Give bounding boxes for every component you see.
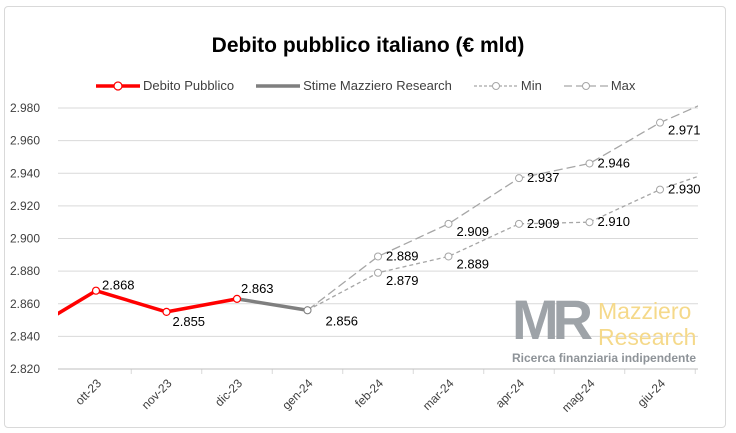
y-tick-label: 2.940 [10, 166, 40, 180]
data-label: 2.856 [326, 313, 359, 328]
legend-label: Max [610, 78, 636, 93]
legend-label: Stime Mazziero Research [303, 78, 452, 93]
y-tick-label: 2.860 [10, 297, 40, 311]
data-label: 2.910 [598, 214, 631, 229]
logo-name: Mazziero Research [598, 298, 696, 350]
legend-item-stime: Stime Mazziero Research [256, 78, 452, 93]
x-tick-label: nov-23 [139, 376, 175, 412]
data-label: 2.889 [386, 248, 419, 263]
y-tick-label: 2.960 [10, 134, 40, 148]
data-point [162, 307, 171, 317]
mazziero-research-logo: MR Mazziero Research Ricerca finanziaria … [512, 292, 712, 366]
data-label: 2.868 [102, 278, 135, 293]
data-label: 2.909 [527, 216, 560, 231]
y-tick-label: 2.840 [10, 329, 40, 343]
data-point [656, 118, 664, 127]
data-point [232, 294, 242, 303]
data-point [515, 219, 523, 228]
data-label: 2.946 [598, 155, 631, 170]
legend: Debito Pubblico Stime Mazziero Research … [96, 78, 635, 93]
data-label: 2.855 [173, 314, 206, 329]
y-tick-label: 2.820 [10, 362, 40, 376]
chart-title: Debito pubblico italiano (€ mld) [211, 34, 525, 57]
data-label: 2.909 [457, 224, 490, 239]
legend-label: Min [520, 78, 542, 93]
x-tick-label: mar-24 [420, 376, 457, 413]
data-point [303, 306, 312, 315]
data-point [91, 286, 101, 295]
y-tick-label: 2.880 [10, 264, 40, 278]
logo-name-line1: Mazziero [598, 298, 692, 324]
x-tick-label: dic-23 [212, 376, 245, 409]
legend-item-max: Max [563, 78, 636, 93]
data-point [656, 185, 664, 194]
legend-marker-max [563, 81, 608, 90]
data-label: 2.879 [386, 273, 419, 288]
data-point [374, 252, 382, 261]
data-point [444, 252, 453, 261]
data-point [374, 268, 382, 277]
logo-tagline: Ricerca finanziaria indipendente [512, 351, 697, 365]
legend-marker-stime [256, 83, 301, 88]
x-tick-label: feb-24 [352, 376, 386, 410]
logo-letters: MR [512, 288, 593, 351]
legend-label: Debito Pubblico [143, 78, 235, 93]
x-tick-label: mag-24 [559, 376, 598, 415]
y-tick-label: 2.900 [10, 232, 40, 246]
data-label: 2.930 [668, 182, 701, 197]
chart-frame [4, 6, 726, 428]
data-point [515, 174, 523, 183]
legend-item-min: Min [473, 78, 542, 93]
legend-item-debito: Debito Pubblico [96, 78, 234, 93]
data-label: 2.971 [668, 123, 701, 138]
data-point [585, 218, 594, 227]
logo-name-line2: Research [598, 324, 697, 350]
x-tick-label: gen-24 [279, 376, 316, 413]
legend-marker-debito [96, 80, 140, 91]
series-line-1 [236, 297, 308, 313]
data-point [585, 159, 594, 168]
x-tick-label: apr-24 [493, 376, 528, 411]
data-point [444, 219, 453, 228]
x-tick-label: ott-23 [73, 376, 105, 408]
series-line-0 [58, 288, 238, 316]
legend-marker-min [473, 81, 518, 90]
data-label: 2.889 [457, 256, 490, 271]
data-label: 2.863 [241, 281, 274, 296]
data-label: 2.937 [527, 170, 560, 185]
x-tick-label: giu-24 [635, 376, 669, 410]
y-tick-label: 2.920 [10, 199, 40, 213]
y-tick-label: 2.980 [10, 101, 40, 115]
